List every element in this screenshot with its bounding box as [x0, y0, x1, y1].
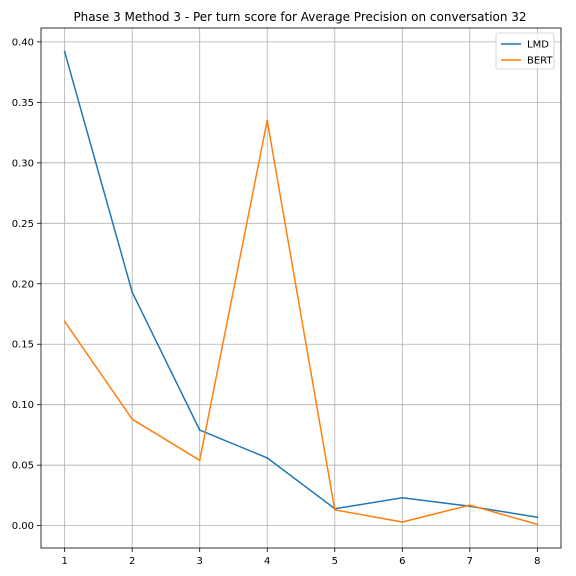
data-point-bert	[63, 320, 66, 323]
data-point-bert	[468, 504, 471, 506]
data-point-lmd	[536, 516, 539, 519]
data-point-lmd	[401, 496, 404, 499]
y-tick-label: 0.30	[12, 158, 34, 169]
legend-label-bert: BERT	[527, 56, 553, 67]
x-tick-label: 8	[534, 556, 540, 567]
x-tick-label: 7	[467, 556, 473, 567]
x-tick-label: 6	[399, 556, 405, 567]
data-point-bert	[266, 119, 269, 122]
plot-frame	[40, 27, 562, 549]
data-point-lmd	[266, 457, 269, 459]
data-point-lmd	[198, 429, 201, 431]
data-point-bert	[333, 509, 336, 511]
data-point-lmd	[131, 291, 134, 294]
y-tick-label: 0.20	[12, 279, 34, 290]
legend-label-lmd: LMD	[527, 40, 549, 51]
x-tick-label: 4	[264, 556, 270, 567]
series-line-lmd	[63, 51, 538, 518]
y-axis: 0.00 0.05 0.10 0.15 0.20 0.25 0.30 0.35 0.40	[12, 37, 41, 532]
x-tick-label: 3	[197, 556, 203, 567]
data-point-bert	[536, 523, 539, 526]
x-axis: 1 2 3 4 5 6 7 8	[61, 548, 541, 567]
y-tick-label: 0.10	[12, 400, 34, 411]
y-tick-label: 0.35	[12, 98, 34, 109]
y-tick-label: 0.25	[12, 219, 34, 230]
x-tick-label: 1	[61, 556, 67, 567]
y-tick-label: 0.15	[12, 340, 34, 351]
chart-title: Phase 3 Method 3 - Per turn score for Av…	[73, 10, 526, 24]
x-tick-label: 2	[129, 556, 135, 567]
y-tick-label: 0.40	[12, 37, 34, 48]
y-tick-label: 0.05	[12, 461, 34, 472]
legend: LMD BERT	[495, 32, 555, 70]
grid-lines	[41, 28, 561, 548]
series-line-bert	[63, 119, 538, 526]
data-point-bert	[401, 521, 404, 523]
data-point-bert	[198, 459, 201, 462]
data-point-lmd	[63, 50, 66, 53]
x-tick-label: 5	[332, 556, 338, 567]
data-point-bert	[131, 418, 134, 421]
series-lines	[63, 50, 539, 526]
y-tick-label: 0.00	[12, 521, 34, 532]
